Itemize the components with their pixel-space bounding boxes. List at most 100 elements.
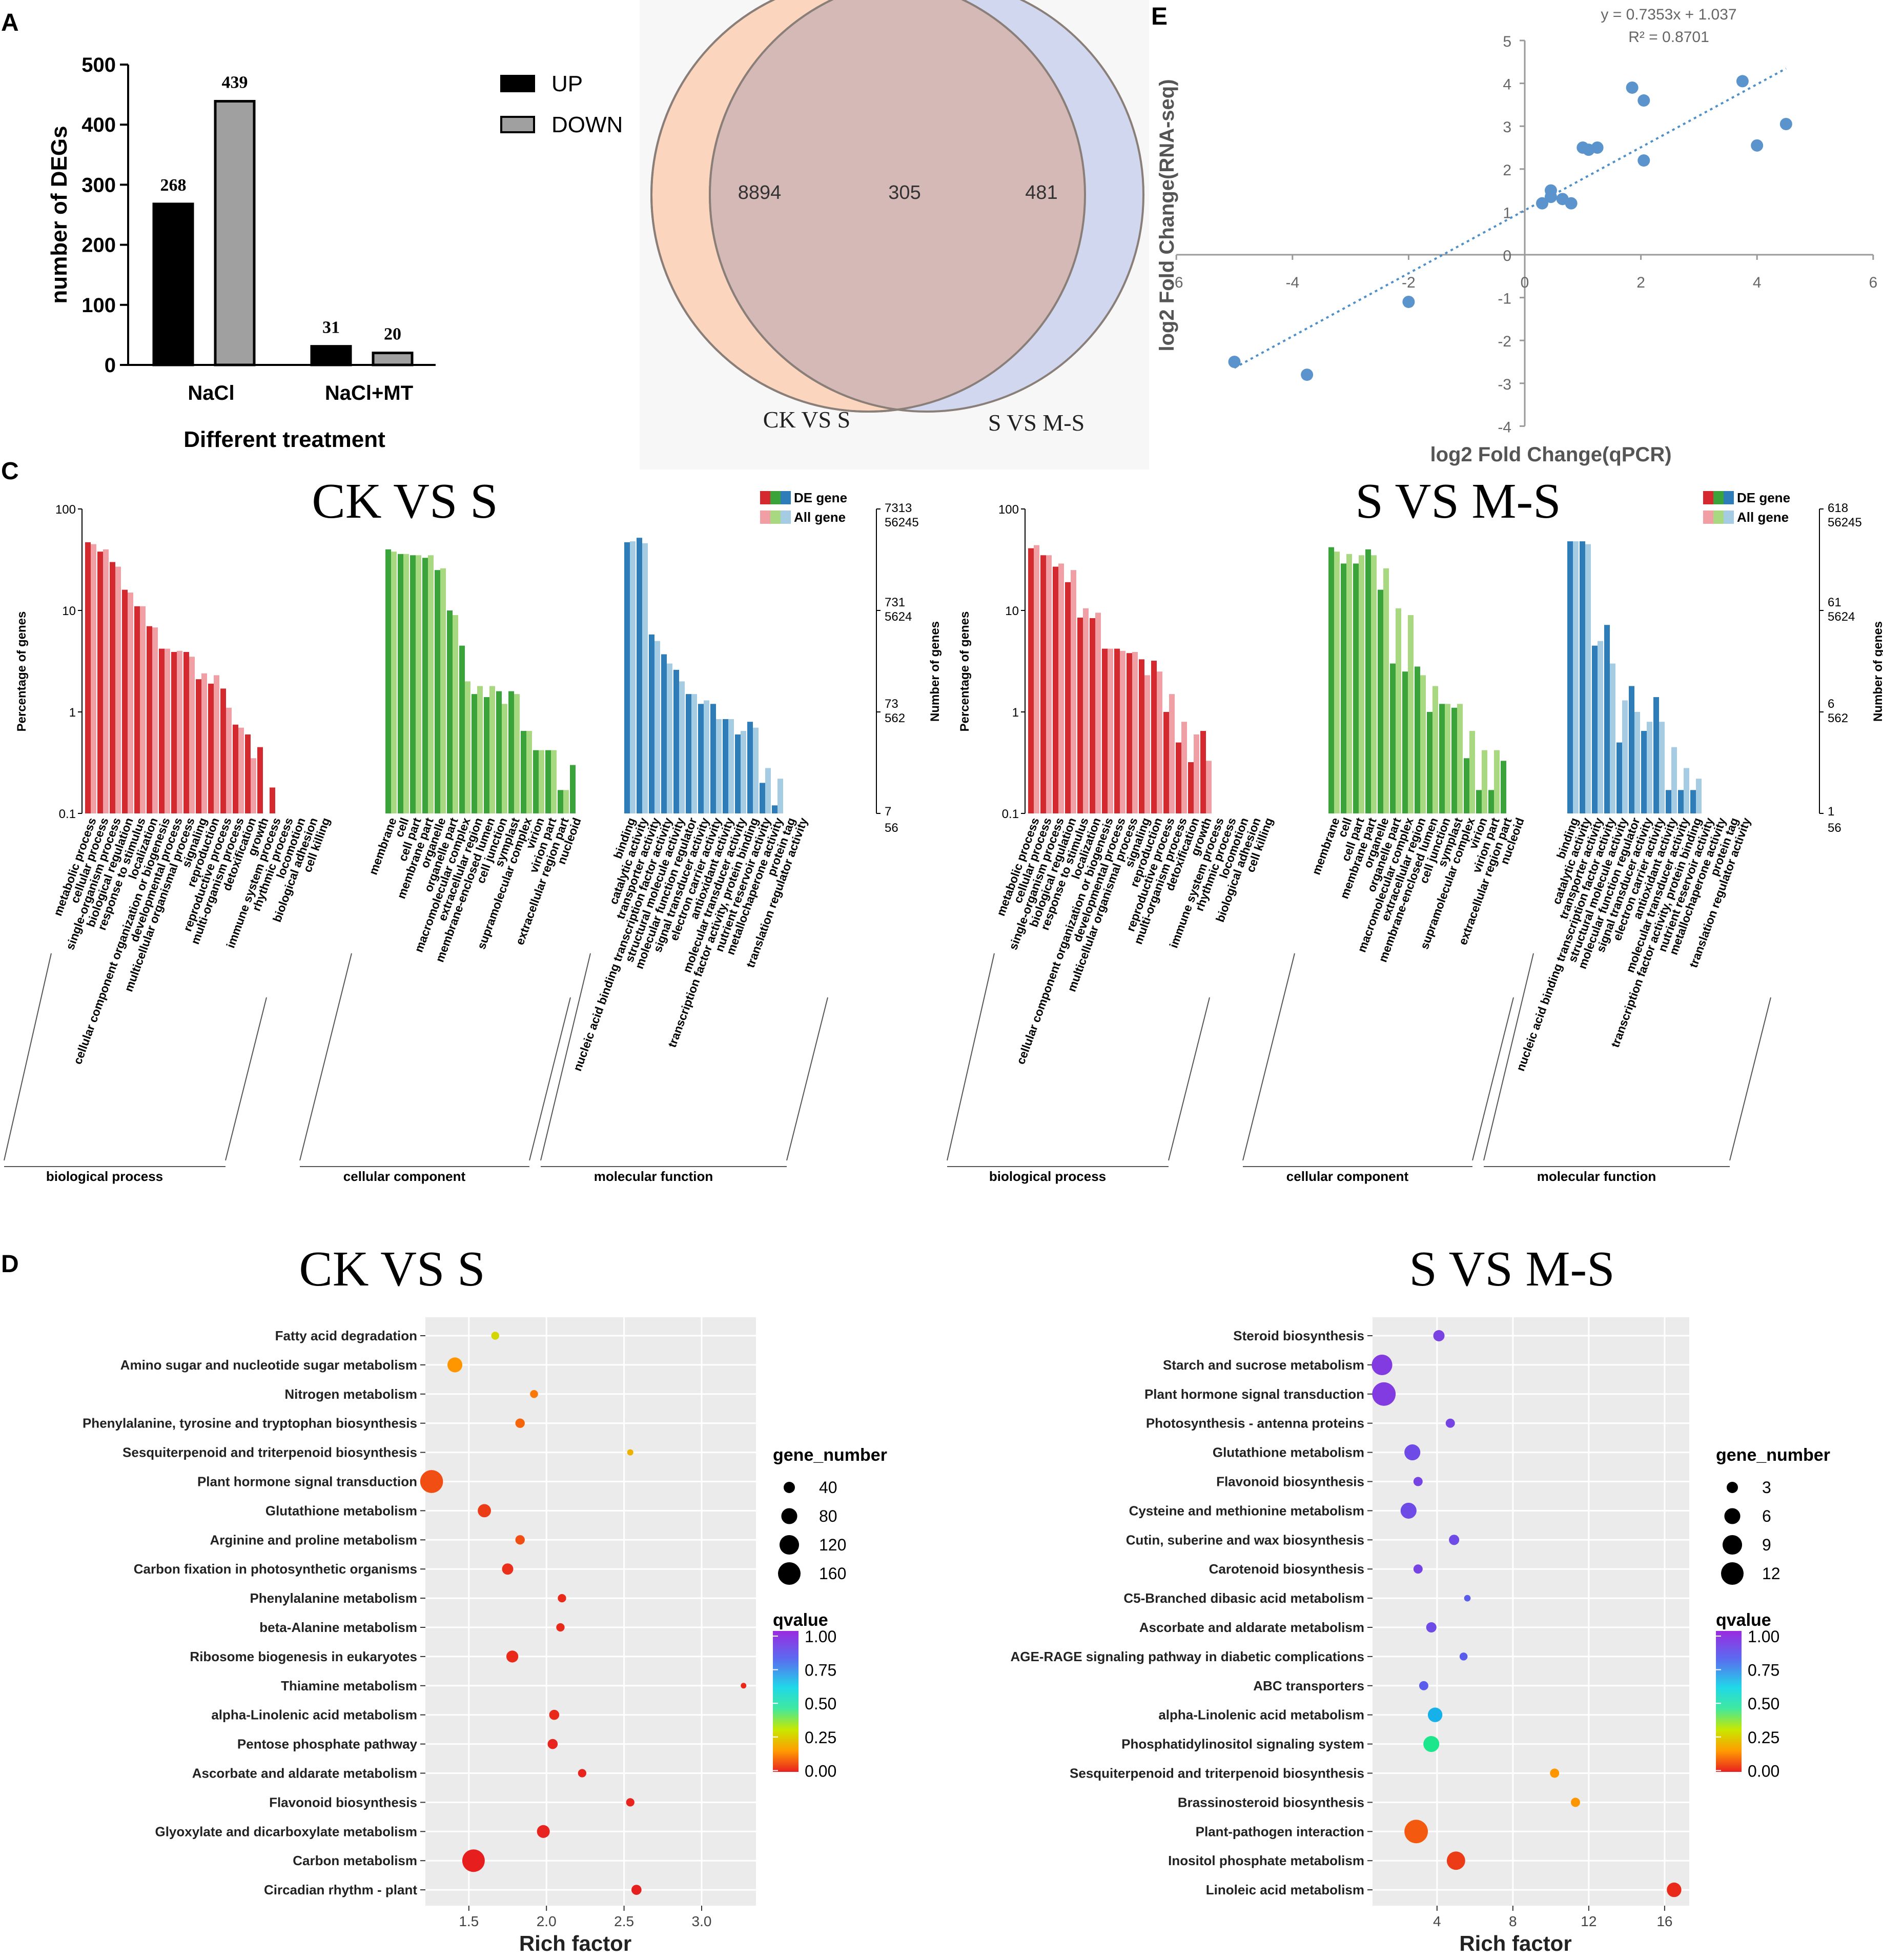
pathway-bubble bbox=[1464, 1595, 1471, 1602]
go-bar-all bbox=[1573, 541, 1579, 813]
x-tick-label: 4 bbox=[1433, 1913, 1441, 1929]
size-legend-dot bbox=[781, 1508, 797, 1524]
bar-up bbox=[310, 345, 352, 366]
go-bar-all bbox=[416, 555, 421, 813]
go-bar-de bbox=[1690, 790, 1696, 813]
go-bar-all bbox=[1671, 747, 1677, 813]
pathway-bubble bbox=[741, 1683, 747, 1689]
y-tick-label: 100 bbox=[55, 503, 76, 517]
go-bar-de bbox=[270, 787, 275, 813]
pathway-label: Pentose phosphate pathway bbox=[237, 1737, 418, 1752]
pathway-label: Nitrogen metabolism bbox=[284, 1386, 417, 1402]
x-tick-label: -2 bbox=[1402, 274, 1416, 291]
go-bar-all bbox=[1181, 722, 1187, 813]
y-axis-title: log2 Fold Change(RNA-seq) bbox=[1156, 79, 1178, 351]
go-bar-de bbox=[1653, 697, 1659, 813]
pathway-bubble bbox=[1423, 1736, 1440, 1752]
legend-swatch-de bbox=[1724, 491, 1734, 504]
go-bar-de bbox=[472, 694, 477, 813]
x-axis-title: log2 Fold Change(qPCR) bbox=[1430, 443, 1671, 466]
go-bar-de bbox=[385, 549, 391, 813]
venn-count-right: 481 bbox=[1025, 182, 1057, 203]
go-bar-de bbox=[747, 722, 753, 813]
qvalue-legend-title: qvalue bbox=[773, 1610, 828, 1630]
y-axis-title: Percentage of genes bbox=[15, 611, 29, 732]
pathway-bubble bbox=[1400, 1502, 1417, 1519]
panel-label-d: D bbox=[1, 1251, 19, 1278]
legend-swatch-de bbox=[1703, 491, 1713, 504]
go-bar-all bbox=[1346, 554, 1352, 813]
legend-swatch-down bbox=[500, 116, 535, 133]
panel-b-venn: 8894 305 481 CK VS S S VS M-S bbox=[640, 0, 1149, 469]
go-bar-de bbox=[220, 688, 226, 813]
go-bar-de bbox=[183, 651, 189, 813]
qvalue-legend-tick: 0.75 bbox=[805, 1661, 836, 1680]
panel-a-bar-chart: 0 100 200 300 400 500 NaCl 268 439 NaCl+MT 31 20 num… bbox=[47, 54, 623, 452]
go-bar-all bbox=[1034, 545, 1039, 813]
go-bar-all bbox=[1383, 568, 1389, 813]
legend-swatch-all bbox=[1724, 511, 1734, 524]
kegg-plot-s-vs-m-s: S VS M-S Steroid biosynthesis Starch and s… bbox=[1010, 1241, 1830, 1955]
pathway-bubble bbox=[515, 1535, 525, 1545]
go-bar-all bbox=[1359, 555, 1364, 813]
group-bracket-right bbox=[1472, 997, 1514, 1161]
go-bar-de bbox=[208, 683, 214, 813]
pathway-label: Flavonoid biosynthesis bbox=[269, 1794, 417, 1810]
qvalue-legend-tick: 0.75 bbox=[1748, 1661, 1779, 1680]
go-bar-all bbox=[1108, 648, 1113, 813]
go-bar-de bbox=[1028, 548, 1034, 813]
go-bar-all bbox=[1494, 750, 1500, 813]
pathway-label: Cysteine and methionine metabolism bbox=[1129, 1503, 1364, 1518]
pathway-label: Sesquiterpenoid and triterpenoid biosynt… bbox=[1070, 1766, 1364, 1781]
pathway-label: ABC transporters bbox=[1253, 1678, 1364, 1693]
go-bar-all bbox=[502, 704, 507, 813]
y-tick-label: 1 bbox=[69, 706, 76, 720]
group-bracket-right bbox=[786, 997, 828, 1161]
x-axis-title: Rich factor bbox=[519, 1931, 631, 1955]
go-bar-de bbox=[735, 734, 741, 813]
y2-tick-label-all: 56245 bbox=[1828, 516, 1862, 529]
pathway-bubble bbox=[1433, 1330, 1445, 1341]
y-axis-title: Percentage of genes bbox=[958, 611, 972, 732]
go-bar-de bbox=[1390, 663, 1396, 813]
x-tick-label: 2.5 bbox=[614, 1913, 634, 1929]
x-tick-label: -6 bbox=[1170, 274, 1183, 291]
go-bar-de bbox=[649, 634, 654, 813]
go-bar-de bbox=[558, 790, 563, 813]
go-bar-all bbox=[1396, 608, 1401, 813]
pathway-label: Inositol phosphate metabolism bbox=[1168, 1853, 1364, 1868]
go-bar-all bbox=[1157, 671, 1162, 813]
pathway-label: Starch and sucrose metabolism bbox=[1163, 1357, 1364, 1373]
y-tick-label: 500 bbox=[81, 54, 116, 76]
x-tick-label: 16 bbox=[1656, 1913, 1672, 1929]
go-bar-all bbox=[1622, 700, 1628, 813]
data-point bbox=[1565, 197, 1578, 210]
go-bar-all bbox=[1371, 555, 1377, 813]
go-bar-all bbox=[1659, 722, 1665, 813]
x-category-label: NaCl bbox=[188, 382, 234, 404]
bar-down bbox=[372, 352, 414, 366]
go-bar-all bbox=[477, 686, 483, 813]
go-bar-all bbox=[1058, 563, 1064, 813]
go-bar-all bbox=[453, 615, 458, 813]
y2-tick-label-all: 56 bbox=[885, 821, 898, 835]
go-bar-all bbox=[1634, 712, 1640, 813]
go-bar-all bbox=[1071, 570, 1076, 813]
y2-tick-label-all: 56 bbox=[1828, 821, 1841, 835]
data-point bbox=[1626, 81, 1639, 94]
pathway-bubble bbox=[631, 1885, 642, 1895]
panel-label-e: E bbox=[1151, 3, 1168, 30]
pathway-label: Linoleic acid metabolism bbox=[1206, 1882, 1364, 1897]
pathway-label: Carbon metabolism bbox=[293, 1853, 417, 1868]
go-bar-de bbox=[1476, 790, 1482, 813]
go-bar-all bbox=[152, 627, 158, 813]
data-point bbox=[1536, 197, 1548, 210]
y2-tick-label-all: 562 bbox=[1828, 711, 1848, 725]
y-tick-label: 3 bbox=[1503, 119, 1511, 136]
pathway-label: Carbon fixation in photosynthetic organi… bbox=[134, 1561, 417, 1577]
pathway-bubble bbox=[578, 1769, 587, 1778]
legend-label-all: All gene bbox=[794, 509, 846, 525]
go-bar-all bbox=[1457, 704, 1463, 813]
